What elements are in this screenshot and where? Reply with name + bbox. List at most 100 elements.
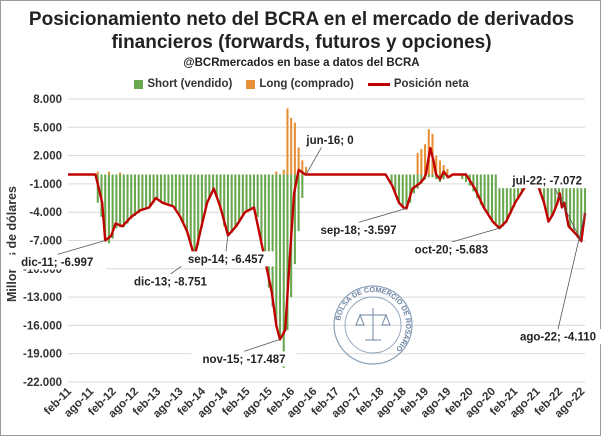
short-bar: [420, 174, 423, 184]
short-bar: [405, 174, 408, 209]
y-tick-label: 2.000: [33, 151, 62, 163]
long-bar: [286, 108, 289, 175]
chart-title-line2: financieros (forwards, futuros y opcione…: [111, 32, 492, 53]
chart-subtitle: @BCRmercados en base a datos del BCRA: [183, 57, 420, 69]
annotation-leader: [358, 208, 407, 223]
annotation-leader: [225, 235, 229, 252]
long-bar: [301, 160, 304, 175]
short-bar: [185, 174, 189, 233]
annotation-leader: [557, 213, 586, 330]
short-bar: [502, 174, 505, 227]
short-bar: [260, 174, 263, 241]
short-bar: [193, 174, 196, 258]
long-bar: [275, 171, 278, 175]
short-bar: [107, 174, 110, 244]
short-bar: [278, 174, 282, 340]
short-bar: [256, 174, 259, 217]
y-tick-label: -19.000: [23, 349, 62, 361]
short-bar: [505, 174, 508, 222]
seal-outer-ring: [333, 285, 413, 365]
short-bar: [252, 174, 256, 208]
short-bar: [148, 174, 151, 208]
long-bars: [96, 108, 449, 175]
short-bar: [297, 174, 300, 232]
annotation-leader: [451, 227, 500, 243]
annotation-label: dic-13; -8.751: [134, 277, 207, 289]
short-bar: [174, 174, 177, 209]
long-bar: [305, 166, 308, 175]
seal-inner-ring: [344, 296, 402, 354]
annotation-bg: [121, 274, 220, 290]
short-bar: [219, 174, 222, 211]
short-bar: [271, 174, 274, 307]
short-bar: [461, 174, 464, 180]
short-bar: [208, 174, 211, 199]
short-bar: [178, 174, 181, 215]
annotation-label: nov-15; -17.487: [202, 354, 285, 366]
short-bar: [442, 174, 445, 180]
short-bar: [275, 174, 278, 326]
short-bar: [476, 174, 479, 199]
y-tick-label: -1.000: [29, 179, 62, 191]
short-bar: [572, 174, 575, 232]
long-bar: [290, 117, 293, 175]
short-bar: [238, 174, 241, 222]
annotation-bg: [402, 242, 501, 258]
annotation-leader: [243, 339, 281, 352]
short-bar: [401, 174, 404, 207]
annotation-bg: [508, 329, 601, 345]
short-bar: [226, 174, 230, 236]
short-bar: [245, 174, 248, 213]
short-bar: [230, 174, 233, 233]
annotation-label: sep-14; -6.457: [188, 254, 264, 266]
long-bar: [438, 160, 442, 175]
chart-annotations: dic-11; -6.997 dic-13; -8.751 sep-14; -6.4…: [8, 132, 601, 367]
short-bar: [569, 174, 572, 228]
annotation-bg: [498, 173, 597, 189]
short-bar: [435, 174, 438, 180]
short-bar: [583, 174, 587, 215]
short-bar: [156, 174, 159, 199]
long-bar: [119, 172, 122, 175]
annotation-label: jul-22; -7.072: [511, 176, 582, 188]
annotation-label: oct-20; -5.683: [415, 245, 489, 257]
y-axis-label: Millones de dólares: [5, 186, 19, 302]
short-bar: [498, 174, 501, 229]
y-tick-label: -22.000: [23, 377, 62, 389]
short-bar: [550, 174, 553, 217]
annotation-bg: [8, 254, 107, 270]
annotation-bg: [297, 132, 363, 148]
short-bar: [301, 174, 304, 199]
legend-label-net: Posición neta: [393, 78, 469, 90]
short-bar: [159, 174, 163, 202]
short-bars: [96, 174, 587, 368]
short-bar: [561, 174, 564, 208]
short-bar: [197, 174, 200, 246]
legend-swatch-long: [246, 79, 256, 89]
long-bar: [423, 144, 427, 175]
short-bar: [249, 174, 252, 210]
short-bar: [576, 174, 579, 238]
legend-label-short: Short (vendido): [147, 78, 233, 90]
short-bar: [546, 174, 549, 220]
short-bar: [390, 174, 393, 184]
short-bar: [565, 174, 568, 217]
short-bar: [115, 174, 118, 229]
long-bar: [442, 165, 445, 175]
short-bar: [211, 174, 215, 192]
legend-item-long: Long (comprado): [246, 78, 354, 90]
short-bar: [409, 174, 412, 203]
short-bar: [282, 174, 285, 368]
annotation-label: sep-18; -3.597: [320, 225, 396, 237]
short-bar: [215, 174, 218, 197]
short-bar: [204, 174, 207, 210]
long-bar: [297, 146, 300, 175]
short-bar: [427, 174, 430, 178]
short-bar: [145, 174, 148, 209]
short-bar: [490, 174, 494, 220]
y-tick-label: 5.000: [33, 122, 62, 134]
short-bar: [111, 174, 114, 239]
short-bar: [163, 174, 166, 204]
